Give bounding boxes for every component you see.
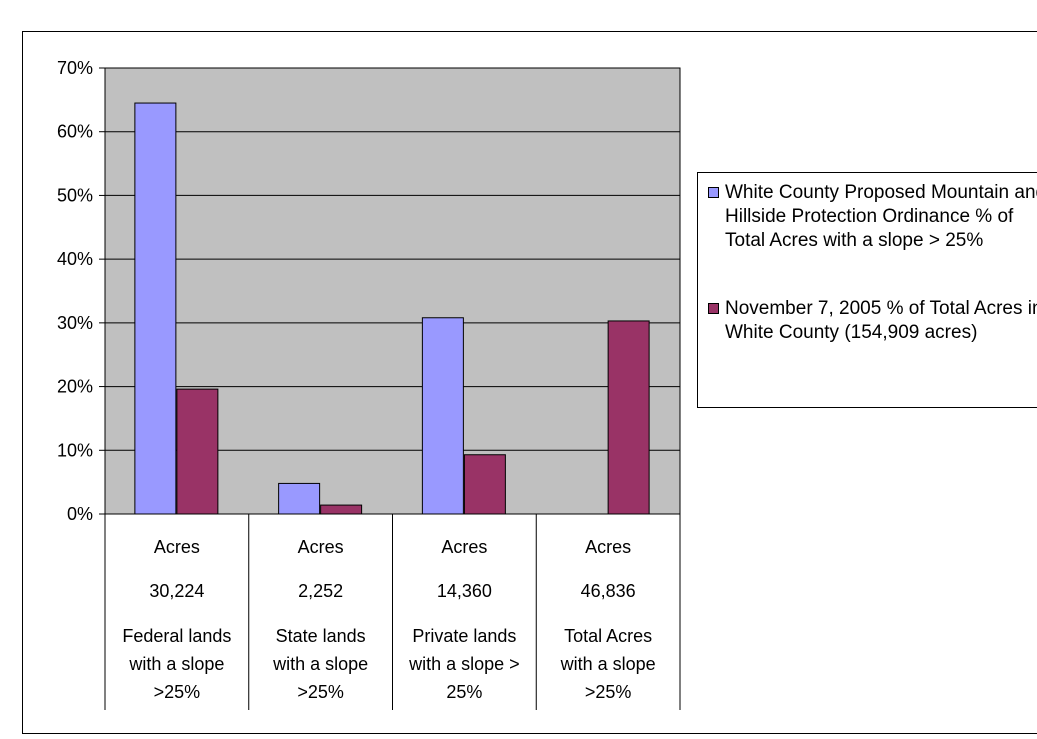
x-label-cat-1-line-2: 30,224 [149, 581, 204, 601]
legend-item-series-1: White County Proposed Mountain and Hills… [708, 181, 1037, 253]
x-label-cat-4-line-5: >25% [585, 682, 632, 702]
x-label-cat-3-line-3: Private lands [412, 626, 516, 646]
x-axis: Acres 30,224 Federal lands with a slope >25%… [104, 513, 681, 710]
legend-swatch-series-2 [708, 303, 719, 314]
x-label-cat-4-line-4: with a slope [560, 654, 656, 674]
y-tick-label-6: 60% [57, 122, 93, 142]
x-label-cat-3-line-2: 14,360 [437, 581, 492, 601]
legend-label-series-1: White County Proposed Mountain and Hills… [725, 182, 1037, 251]
bars [134, 102, 650, 515]
bar-series-1-cat-2 [278, 482, 321, 515]
x-label-cat-3-line-4: with a slope > [408, 654, 520, 674]
x-label-cat-2-line-2: 2,252 [298, 581, 343, 601]
y-tick-label-5: 50% [57, 185, 93, 205]
legend-swatch-series-1 [708, 187, 719, 198]
bar-series-2-cat-2 [320, 504, 363, 515]
x-label-cat-2-line-3: State lands [276, 626, 366, 646]
bar-series-1-cat-3 [421, 317, 464, 515]
y-tick-label-3: 30% [57, 313, 93, 333]
bar-series-2-cat-4 [607, 320, 650, 515]
x-label-cat-3-line-5: 25% [446, 682, 482, 702]
y-tick-label-2: 20% [57, 377, 93, 397]
x-label-cat-2-line-4: with a slope [272, 654, 368, 674]
chart-frame [22, 31, 1037, 734]
legend: White County Proposed Mountain and Hills… [697, 172, 1037, 408]
x-label-cat-2-line-5: >25% [297, 682, 344, 702]
x-label-cat-4-line-2: 46,836 [581, 581, 636, 601]
x-label-cat-1-line-4: with a slope [128, 654, 224, 674]
y-tick-label-4: 40% [57, 249, 93, 269]
x-label-cat-2-line-1: Acres [298, 537, 344, 557]
y-tick-label-1: 10% [57, 440, 93, 460]
x-label-cat-4-line-3: Total Acres [564, 626, 652, 646]
y-tick-label-7: 70% [57, 58, 93, 78]
bar-series-2-cat-3 [463, 454, 506, 515]
legend-item-series-2: November 7, 2005 % of Total Acres in Whi… [708, 297, 1037, 345]
x-label-cat-1-line-3: Federal lands [122, 626, 231, 646]
bar-series-2-cat-1 [176, 388, 219, 515]
bar-series-1-cat-1 [134, 102, 177, 515]
x-label-cat-4-line-1: Acres [585, 537, 631, 557]
y-axis: 0% 10% 20% 30% 40% 50% 60% 70% [57, 58, 106, 524]
y-tick-label-0: 0% [67, 504, 93, 524]
x-label-cat-1-line-1: Acres [154, 537, 200, 557]
x-label-cat-3-line-1: Acres [441, 537, 487, 557]
legend-label-series-2: November 7, 2005 % of Total Acres in Whi… [725, 298, 1037, 343]
x-label-cat-1-line-5: >25% [154, 682, 201, 702]
